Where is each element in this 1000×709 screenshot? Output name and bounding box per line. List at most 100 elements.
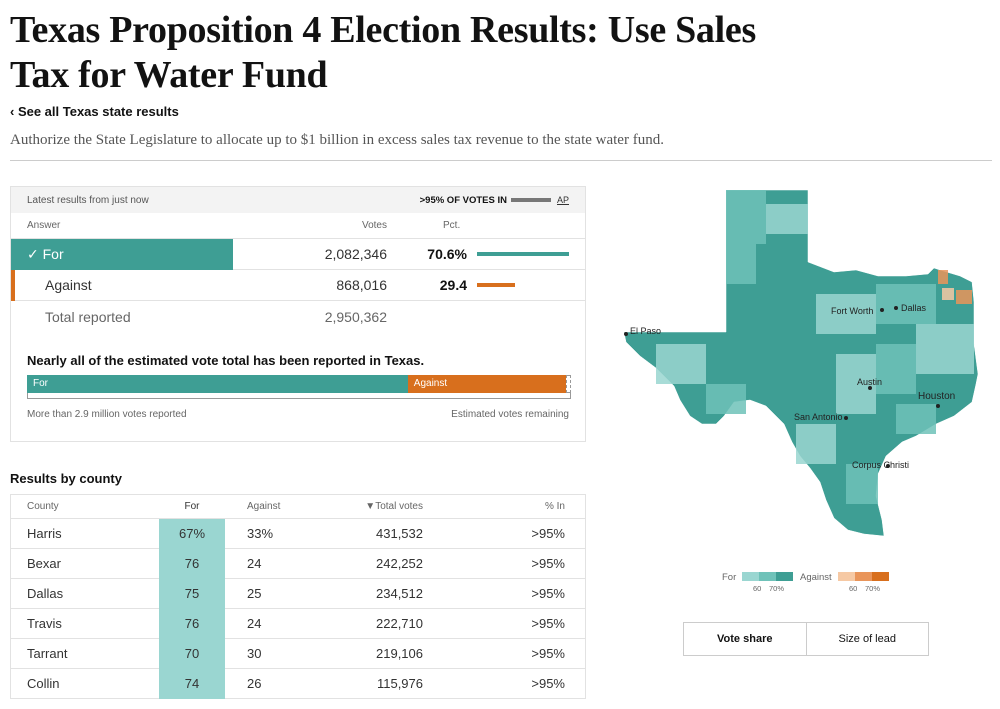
estimate-right-note: Estimated votes remaining (451, 409, 569, 420)
city-corpus-christi: Corpus Christi (852, 460, 909, 470)
city-dallas: Dallas (901, 303, 927, 313)
answer-pct: 70.6% (427, 246, 467, 262)
answer-label: ✓ For (11, 238, 233, 270)
map-mode-toggle: Vote share Size of lead (683, 622, 929, 656)
pct-bar (477, 252, 569, 256)
estimate-against-segment: Against (407, 375, 566, 393)
city-san-antonio: San Antonio (794, 412, 843, 422)
col-in: % In (544, 501, 565, 512)
county-against: 24 (247, 616, 262, 631)
col-county: County (27, 501, 59, 512)
size-of-lead-button[interactable]: Size of lead (838, 633, 896, 645)
divider (10, 160, 992, 161)
county-name: Bexar (27, 556, 61, 571)
estimate-remaining-segment (565, 375, 571, 393)
county-total: 431,532 (376, 526, 423, 541)
source-link[interactable]: AP (556, 195, 569, 205)
county-pct-in: >95% (531, 586, 565, 601)
col-pct: Pct. (443, 220, 461, 231)
legend-for-label: For (722, 572, 736, 583)
county-pct-in: >95% (531, 526, 565, 541)
county-for: 75 (159, 578, 225, 609)
col-total[interactable]: ▼Total votes (365, 501, 423, 512)
answer-pct: 29.4 (439, 277, 467, 293)
legend-for-tick-70: 70% (769, 584, 784, 593)
city-el-paso: El Paso (630, 326, 661, 336)
county-total: 115,976 (376, 676, 423, 691)
county-title: Results by county (10, 471, 122, 486)
col-against: Against (247, 501, 281, 512)
county-name: Dallas (27, 586, 64, 601)
city-labels: El Paso Fort Worth Dallas Austin Houston… (624, 303, 955, 470)
county-name: Harris (27, 526, 62, 541)
city-fort-worth: Fort Worth (831, 306, 873, 316)
legend-against-tick-60: 60 (849, 584, 857, 593)
answer-votes: 868,016 (336, 277, 387, 293)
county-name: Collin (27, 676, 60, 691)
county-table-header: County For Against ▼Total votes % In (11, 495, 585, 519)
county-for: 74 (159, 668, 225, 699)
county-against: 25 (247, 586, 262, 601)
result-row-for: ✓ For 2,082,346 70.6% (11, 238, 585, 270)
pct-bar (477, 283, 516, 287)
estimate-left-note: More than 2.9 million votes reported (27, 409, 187, 420)
county-total: 242,252 (376, 556, 423, 571)
legend-for-tick-60: 60 (753, 584, 761, 593)
county-against: 33% (247, 526, 274, 541)
results-columns: Answer Votes Pct. (11, 213, 585, 239)
table-row: Travis 76 24 222,710 >95% (11, 608, 585, 639)
votes-in: >95% OF VOTES IN (419, 194, 507, 206)
city-austin: Austin (857, 377, 882, 387)
county-against: 24 (247, 556, 262, 571)
legend-against-label: Against (800, 572, 832, 583)
county-against: 30 (247, 646, 262, 661)
col-answer: Answer (27, 220, 61, 231)
results-box: Latest results from just now >95% OF VOT… (10, 186, 586, 442)
county-pct-in: >95% (531, 676, 565, 691)
latest-text: Latest results from just now (27, 194, 149, 206)
texas-map: El Paso Fort Worth Dallas Austin Houston… (623, 189, 979, 537)
city-houston: Houston (918, 391, 955, 402)
estimate-bar: For Against (27, 375, 571, 393)
vote-share-button[interactable]: Vote share (684, 623, 807, 655)
table-row: Dallas 75 25 234,512 >95% (11, 578, 585, 609)
result-row-against: Against 868,016 29.4 (11, 269, 585, 301)
county-pct-in: >95% (531, 556, 565, 571)
county-name: Travis (27, 616, 62, 631)
table-row: Tarrant 70 30 219,106 >95% (11, 638, 585, 669)
county-against: 26 (247, 676, 262, 691)
answer-votes: 2,082,346 (324, 246, 387, 262)
col-for: For (184, 501, 200, 512)
votes-in-bar (510, 197, 551, 202)
texas-shape (623, 189, 979, 537)
county-for: 76 (159, 608, 225, 639)
county-total: 222,710 (376, 616, 423, 631)
county-for: 70 (159, 638, 225, 669)
table-row: Bexar 76 24 242,252 >95% (11, 548, 585, 579)
page-title: Texas Proposition 4 Election Results: Us… (10, 9, 756, 96)
result-row-total: Total reported 2,950,362 (11, 301, 585, 332)
county-pct-in: >95% (531, 646, 565, 661)
estimate-title: Nearly all of the estimated vote total h… (27, 353, 425, 368)
estimate-for-segment: For (27, 375, 408, 393)
table-row: Harris 67% 33% 431,532 >95% (11, 518, 585, 549)
answer-label: Against (11, 269, 233, 301)
map-legend: For 60 70% Against 60 70% (722, 572, 889, 593)
col-votes: Votes (361, 220, 387, 231)
description: Authorize the State Legislature to alloc… (10, 132, 664, 148)
county-shading (656, 190, 974, 504)
county-for: 67% (159, 518, 225, 549)
total-label: Total reported (45, 308, 131, 325)
back-link[interactable]: ‹ See all Texas state results (10, 104, 179, 119)
county-total: 219,106 (376, 646, 423, 661)
county-table: County For Against ▼Total votes % In Har… (10, 494, 586, 699)
county-name: Tarrant (27, 646, 68, 661)
county-for: 76 (159, 548, 225, 579)
total-votes: 2,950,362 (324, 308, 387, 325)
county-total: 234,512 (376, 586, 423, 601)
estimate-bracket (27, 393, 571, 399)
legend-against-tick-70: 70% (865, 584, 880, 593)
results-header: Latest results from just now >95% OF VOT… (11, 187, 585, 213)
table-row: Collin 74 26 115,976 >95% (11, 668, 585, 699)
county-pct-in: >95% (531, 616, 565, 631)
